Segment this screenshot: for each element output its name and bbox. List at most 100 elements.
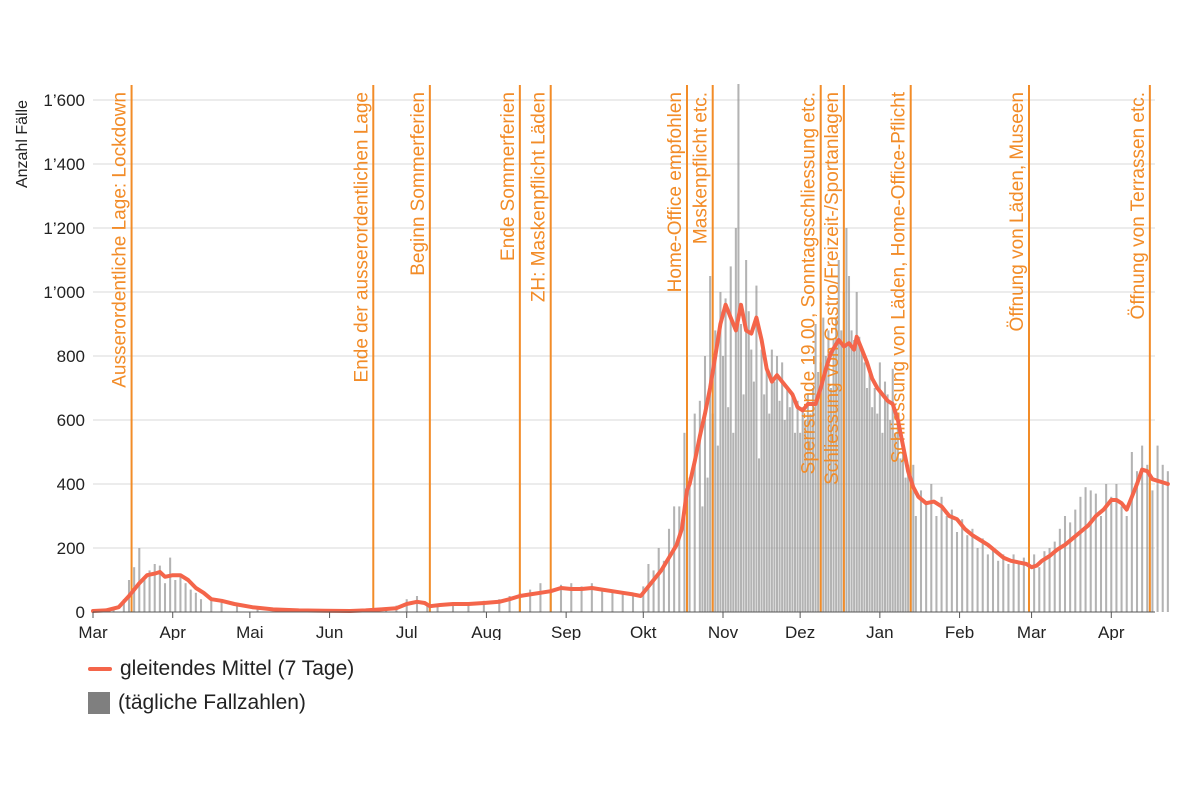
daily-bar	[716, 445, 719, 612]
daily-bar	[827, 330, 830, 612]
event-label: Home-Office empfohlen	[665, 92, 686, 292]
daily-bar	[693, 413, 696, 612]
daily-bar	[158, 565, 161, 612]
daily-bar	[940, 496, 943, 612]
daily-bar	[860, 349, 863, 612]
daily-bar	[1012, 554, 1015, 612]
event-label: Öffnung von Läden, Museen	[1007, 92, 1028, 331]
daily-bar	[709, 276, 712, 612]
daily-bar	[1120, 506, 1123, 612]
daily-bar	[865, 388, 869, 612]
daily-bar	[901, 452, 905, 612]
daily-bar	[698, 400, 701, 612]
event-label: Sperrstunde 19.00, Sonntagsschliessung e…	[799, 92, 820, 474]
y-tick-label: 1’200	[43, 219, 85, 238]
daily-bar	[1161, 464, 1164, 612]
daily-bar	[876, 413, 879, 612]
daily-bar	[873, 388, 876, 612]
daily-bar	[1058, 528, 1061, 612]
daily-bar	[853, 340, 856, 612]
daily-bar	[703, 356, 707, 612]
daily-bar	[570, 583, 573, 612]
daily-bar	[858, 336, 861, 612]
daily-bar	[1053, 541, 1056, 612]
daily-bar	[783, 420, 786, 612]
daily-bar	[991, 548, 995, 612]
axes: 0 200 400 600 800 1’000 1’200 1’400 1’600 Anzahl …	[14, 91, 1155, 640]
event-label: ZH: Maskenpflicht Läden	[529, 92, 550, 302]
daily-bar	[724, 298, 727, 612]
daily-bar	[415, 596, 419, 612]
daily-bar	[631, 592, 635, 612]
daily-bar	[184, 583, 187, 612]
daily-bar	[742, 394, 745, 612]
daily-bar	[1063, 516, 1067, 612]
x-tick-label: Jun	[316, 623, 343, 640]
daily-bar	[426, 604, 429, 612]
daily-bar	[806, 394, 809, 612]
daily-bar	[1166, 471, 1169, 612]
daily-bar	[891, 368, 894, 612]
daily-bar	[1079, 496, 1082, 612]
daily-bar	[714, 330, 717, 612]
daily-bar	[580, 586, 583, 612]
daily-bar	[1089, 490, 1092, 612]
daily-bar	[1141, 445, 1144, 612]
daily-bar	[1069, 522, 1072, 612]
daily-bar	[1074, 509, 1077, 612]
daily-bar	[719, 292, 722, 612]
daily-bar	[773, 381, 776, 612]
daily-bar	[845, 228, 848, 612]
daily-bar	[925, 503, 928, 612]
daily-bar	[1105, 484, 1108, 612]
daily-bar	[809, 413, 812, 612]
daily-bar	[935, 516, 938, 612]
daily-bar	[1130, 452, 1133, 612]
grid	[93, 99, 1155, 549]
daily-bar	[1110, 496, 1113, 612]
daily-bar	[1084, 487, 1087, 612]
daily-bar	[220, 602, 223, 612]
daily-bar	[847, 276, 851, 612]
daily-bar	[138, 548, 141, 612]
daily-bar	[760, 349, 763, 612]
daily-bar	[886, 394, 889, 612]
daily-bar	[750, 349, 753, 612]
daily-bar	[199, 599, 203, 612]
x-tick-label: Mar	[78, 623, 108, 640]
daily-bar	[611, 589, 614, 612]
daily-bar	[729, 266, 732, 612]
daily-bar	[1022, 557, 1025, 612]
daily-bar	[673, 506, 676, 612]
daily-bar	[775, 356, 779, 612]
daily-bar	[179, 573, 182, 612]
daily-bar	[912, 464, 915, 612]
daily-bar	[904, 477, 907, 612]
daily-bar	[1125, 516, 1128, 612]
daily-bar	[451, 604, 455, 612]
daily-bar	[804, 420, 807, 612]
daily-bar	[822, 317, 825, 612]
daily-bar	[539, 583, 542, 612]
daily-bar	[1033, 554, 1036, 612]
daily-bar	[529, 589, 532, 612]
daily-bar	[678, 506, 681, 612]
event-label: Ende Sommerferien	[498, 92, 519, 261]
daily-bar	[986, 554, 989, 612]
daily-bar	[814, 324, 817, 612]
x-tick-label: Apr	[1098, 623, 1125, 640]
daily-bar	[1043, 551, 1046, 612]
y-tick-label: 1’600	[43, 91, 85, 110]
event-label: Maskenpflicht etc.	[691, 92, 712, 244]
daily-bar	[559, 584, 563, 612]
daily-bar	[1094, 493, 1097, 612]
daily-bar	[732, 432, 735, 612]
daily-bar	[467, 602, 470, 612]
daily-bar	[919, 490, 923, 612]
daily-bar	[1135, 471, 1139, 612]
daily-bar	[163, 583, 167, 612]
daily-bar	[881, 432, 884, 612]
x-tick-label: Jul	[396, 623, 418, 640]
event-label: Beginn Sommerferien	[408, 92, 429, 276]
daily-bar	[997, 560, 1000, 612]
